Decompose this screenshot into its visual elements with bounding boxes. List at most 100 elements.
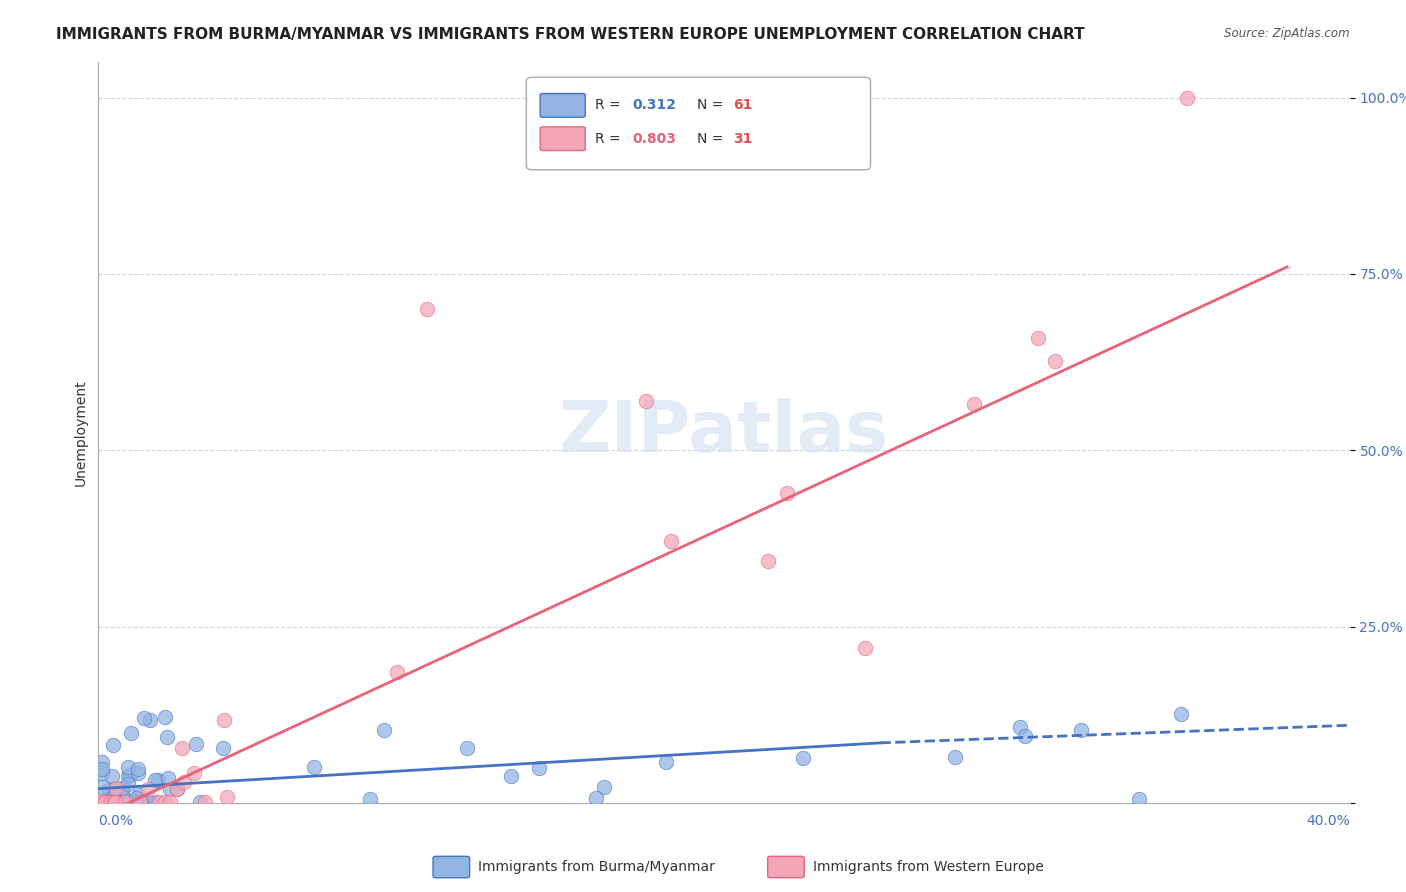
Point [93, 780, 115, 795]
Point [159, 782, 181, 797]
Point [593, 780, 616, 794]
FancyBboxPatch shape [768, 856, 804, 878]
Point [529, 761, 551, 775]
Point [416, 302, 439, 317]
Point [128, 795, 150, 809]
Point [94, 795, 117, 809]
FancyBboxPatch shape [540, 127, 585, 151]
Text: 0.0%: 0.0% [98, 814, 134, 828]
Point [90, 795, 112, 809]
Point [125, 795, 148, 809]
Text: 61: 61 [733, 98, 752, 112]
Point [120, 726, 142, 740]
Point [166, 781, 188, 796]
Point [963, 397, 986, 411]
Point [172, 741, 194, 756]
Point [1070, 723, 1092, 737]
Point [1014, 729, 1036, 743]
Point [127, 763, 149, 777]
Point [125, 791, 148, 805]
Text: Source: ZipAtlas.com: Source: ZipAtlas.com [1225, 27, 1350, 40]
Point [655, 755, 678, 769]
Point [145, 795, 167, 809]
Point [134, 795, 156, 809]
Text: Immigrants from Western Europe: Immigrants from Western Europe [813, 860, 1043, 874]
Text: R =: R = [595, 98, 626, 112]
Point [184, 737, 207, 751]
Text: 31: 31 [733, 132, 752, 145]
Point [117, 777, 139, 791]
Point [499, 768, 522, 782]
Point [117, 769, 139, 783]
Point [132, 711, 155, 725]
Text: R =: R = [595, 132, 626, 145]
Point [1008, 720, 1031, 734]
Point [90, 766, 112, 780]
Point [107, 795, 129, 809]
Point [153, 710, 176, 724]
Point [585, 791, 607, 805]
Text: N =: N = [696, 98, 727, 112]
Text: 40.0%: 40.0% [1306, 814, 1350, 828]
Point [1045, 354, 1067, 368]
Point [101, 769, 124, 783]
Point [129, 795, 152, 809]
Point [1175, 91, 1198, 105]
Point [212, 741, 235, 756]
Point [792, 751, 814, 765]
Point [138, 782, 160, 797]
Point [91, 795, 114, 809]
Point [373, 723, 395, 737]
Point [194, 795, 217, 809]
Text: N =: N = [696, 132, 727, 145]
Point [103, 795, 125, 809]
Point [120, 768, 142, 782]
Point [94, 795, 117, 809]
Point [139, 714, 162, 728]
Text: IMMIGRANTS FROM BURMA/MYANMAR VS IMMIGRANTS FROM WESTERN EUROPE UNEMPLOYMENT COR: IMMIGRANTS FROM BURMA/MYANMAR VS IMMIGRA… [56, 27, 1085, 42]
Point [100, 795, 122, 809]
Point [96, 795, 118, 809]
Point [138, 795, 160, 809]
Point [212, 713, 235, 727]
Text: 0.803: 0.803 [633, 132, 676, 145]
Point [90, 756, 112, 770]
Text: ZIPatlas: ZIPatlas [560, 398, 889, 467]
Point [173, 775, 195, 789]
Point [188, 795, 211, 809]
Point [93, 795, 115, 809]
Point [159, 795, 181, 809]
Point [945, 750, 967, 764]
Text: Immigrants from Burma/Myanmar: Immigrants from Burma/Myanmar [478, 860, 714, 874]
Point [148, 795, 170, 809]
Point [91, 762, 114, 776]
Point [634, 393, 657, 408]
Point [1128, 792, 1150, 806]
Point [215, 789, 238, 804]
Point [153, 795, 176, 809]
Point [183, 765, 205, 780]
Point [97, 783, 120, 797]
FancyBboxPatch shape [526, 78, 870, 169]
Point [105, 780, 128, 795]
Point [104, 795, 127, 809]
Point [1170, 707, 1192, 722]
Point [96, 795, 118, 809]
Point [456, 741, 478, 756]
Point [1026, 331, 1049, 345]
Point [111, 785, 134, 799]
Text: 0.312: 0.312 [633, 98, 676, 112]
Point [90, 794, 112, 808]
FancyBboxPatch shape [433, 856, 470, 878]
Point [110, 780, 132, 795]
Point [659, 534, 682, 549]
Point [359, 791, 381, 805]
Point [155, 730, 177, 744]
Point [128, 789, 150, 803]
Point [103, 782, 125, 797]
Point [105, 795, 128, 809]
Point [385, 665, 408, 680]
Point [115, 793, 138, 807]
Y-axis label: Unemployment: Unemployment [73, 379, 87, 486]
Point [776, 485, 799, 500]
